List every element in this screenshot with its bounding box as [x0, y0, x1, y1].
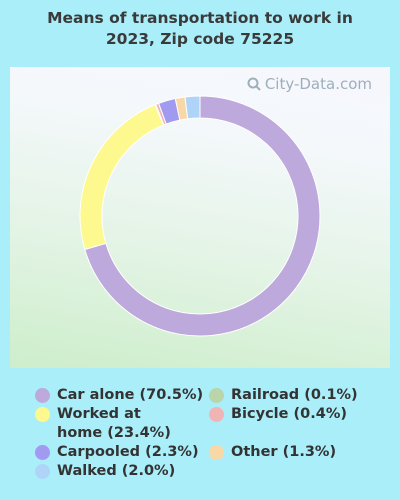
legend-label-car-alone: Car alone (70.5%) [57, 387, 204, 403]
plot-area: City-Data.com [10, 67, 390, 368]
legend-swatch-worked-at-home [35, 407, 50, 422]
watermark: City-Data.com [247, 75, 372, 93]
magnifier-icon [247, 77, 261, 91]
legend-label-carpooled: Carpooled (2.3%) [57, 444, 199, 460]
donut-slice-worked-at-home [79, 104, 165, 251]
legend-label-other: Other (1.3%) [231, 444, 337, 460]
legend-item-bicycle: Bicycle (0.4%) [209, 405, 347, 424]
legend-swatch-bicycle [209, 407, 224, 422]
legend: Car alone (70.5%) Worked at home (23.4%)… [0, 384, 400, 494]
legend-label-worked-at-home: Worked at home (23.4%) [57, 406, 171, 441]
legend-label-walked: Walked (2.0%) [57, 463, 176, 479]
legend-label-bicycle: Bicycle (0.4%) [231, 406, 347, 422]
legend-item-car-alone: Car alone (70.5%) [35, 386, 203, 405]
legend-item-walked: Walked (2.0%) [35, 462, 175, 481]
legend-swatch-railroad [209, 388, 224, 403]
chart-title: Means of transportation to work in 2023,… [0, 8, 400, 50]
legend-item-worked-at-home: Worked at home (23.4%) [35, 405, 187, 443]
legend-swatch-walked [35, 464, 50, 479]
legend-swatch-car-alone [35, 388, 50, 403]
legend-swatch-other [209, 445, 224, 460]
donut-chart [79, 95, 321, 337]
legend-label-railroad: Railroad (0.1%) [231, 387, 358, 403]
donut-slice-car-alone [84, 95, 321, 337]
legend-item-other: Other (1.3%) [209, 443, 336, 462]
legend-item-railroad: Railroad (0.1%) [209, 386, 358, 405]
legend-swatch-carpooled [35, 445, 50, 460]
chart-title-line-2: 2023, Zip code 75225 [105, 30, 295, 48]
watermark-text: City-Data.com [264, 75, 372, 93]
chart-title-line-1: Means of transportation to work in [47, 9, 353, 27]
legend-item-carpooled: Carpooled (2.3%) [35, 443, 199, 462]
donut-slice-walked [184, 95, 201, 120]
